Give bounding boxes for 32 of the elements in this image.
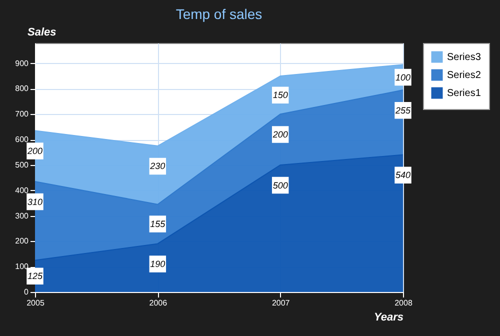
- y-tick-label: 100: [15, 262, 30, 272]
- data-label: 190: [150, 259, 166, 270]
- data-label: 200: [26, 146, 43, 156]
- legend-label: Series3: [447, 52, 482, 63]
- chart-title: Temp of sales: [176, 6, 262, 22]
- x-tick-label: 2006: [149, 298, 168, 308]
- data-label: 125: [27, 271, 44, 282]
- data-label: 100: [395, 72, 411, 82]
- legend-label: Series1: [447, 88, 482, 99]
- x-axis-title: Years: [374, 312, 404, 324]
- y-tick-label: 0: [24, 288, 30, 296]
- y-tick-label: 200: [15, 236, 30, 246]
- data-label: 155: [150, 219, 166, 230]
- x-tick-label: 2008: [394, 298, 413, 308]
- y-tick-label: 600: [15, 135, 30, 144]
- y-tick-label: 500: [15, 160, 30, 170]
- y-tick-label: 400: [15, 186, 30, 195]
- data-label: 200: [272, 129, 288, 140]
- data-label: 500: [272, 180, 288, 190]
- data-label: 230: [149, 161, 166, 172]
- y-tick-label: 900: [15, 58, 30, 68]
- data-label: 255: [394, 105, 412, 116]
- data-label: 540: [395, 170, 411, 180]
- x-tick-label: 2005: [26, 298, 45, 308]
- y-axis-title: Sales: [28, 26, 56, 38]
- data-label: 150: [272, 90, 288, 100]
- legend-label: Series2: [447, 70, 482, 81]
- y-tick-label: 700: [15, 110, 30, 119]
- x-tick-label: 2007: [272, 298, 290, 308]
- y-tick-label: 800: [15, 84, 30, 94]
- y-tick-label: 300: [15, 211, 30, 220]
- data-label: 310: [27, 196, 43, 207]
